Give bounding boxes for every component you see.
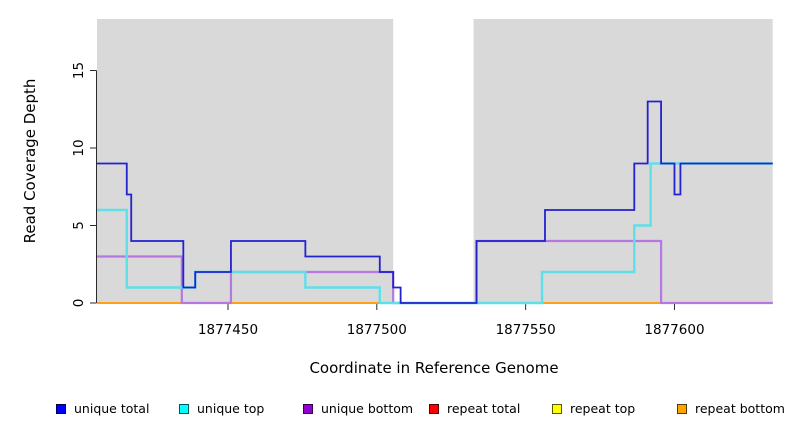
legend-label: unique total: [74, 401, 150, 416]
shaded-region-1: [473, 19, 773, 303]
shaded-region-0: [97, 19, 394, 303]
legend-label: unique bottom: [321, 401, 414, 416]
chart-legend: unique total unique top unique bottom re…: [0, 399, 792, 423]
legend-item-repeat-bottom: repeat bottom: [677, 399, 785, 419]
unique-top-swatch-icon: [179, 404, 189, 414]
y-tick-label: 0: [71, 299, 87, 308]
y-tick-label: 5: [71, 221, 87, 230]
legend-label: repeat top: [570, 401, 636, 416]
legend-label: unique top: [197, 401, 265, 416]
legend-item-unique-top: unique top: [179, 399, 264, 419]
legend-item-repeat-total: repeat total: [429, 399, 520, 419]
series-line-unique-top: [97, 162, 773, 305]
x-tick-label: 1877500: [347, 322, 407, 338]
series-line-unique-total: [97, 100, 773, 304]
repeat-bottom-swatch-icon: [677, 404, 687, 414]
legend-item-unique-bottom: unique bottom: [303, 399, 413, 419]
y-tick-label: 15: [71, 62, 87, 79]
x-tick-label: 1877450: [198, 322, 258, 338]
x-axis-title: Coordinate in Reference Genome: [309, 359, 559, 377]
y-tick-label: 10: [71, 139, 87, 156]
legend-label: repeat bottom: [695, 401, 785, 416]
legend-item-unique-total: unique total: [56, 399, 149, 419]
repeat-total-swatch-icon: [429, 404, 439, 414]
unique-bottom-swatch-icon: [303, 404, 313, 414]
repeat-top-swatch-icon: [552, 404, 562, 414]
y-axis-title: Read Coverage Depth: [21, 78, 39, 244]
legend-label: repeat total: [447, 401, 521, 416]
x-tick-label: 1877550: [496, 322, 556, 338]
legend-item-repeat-top: repeat top: [552, 399, 635, 419]
unique-total-swatch-icon: [56, 404, 66, 414]
x-tick-label: 1877600: [644, 322, 704, 338]
coverage-plot-canvas: 1877450 1877500 1877550 1877600 0 5 10 15: [71, 19, 773, 338]
